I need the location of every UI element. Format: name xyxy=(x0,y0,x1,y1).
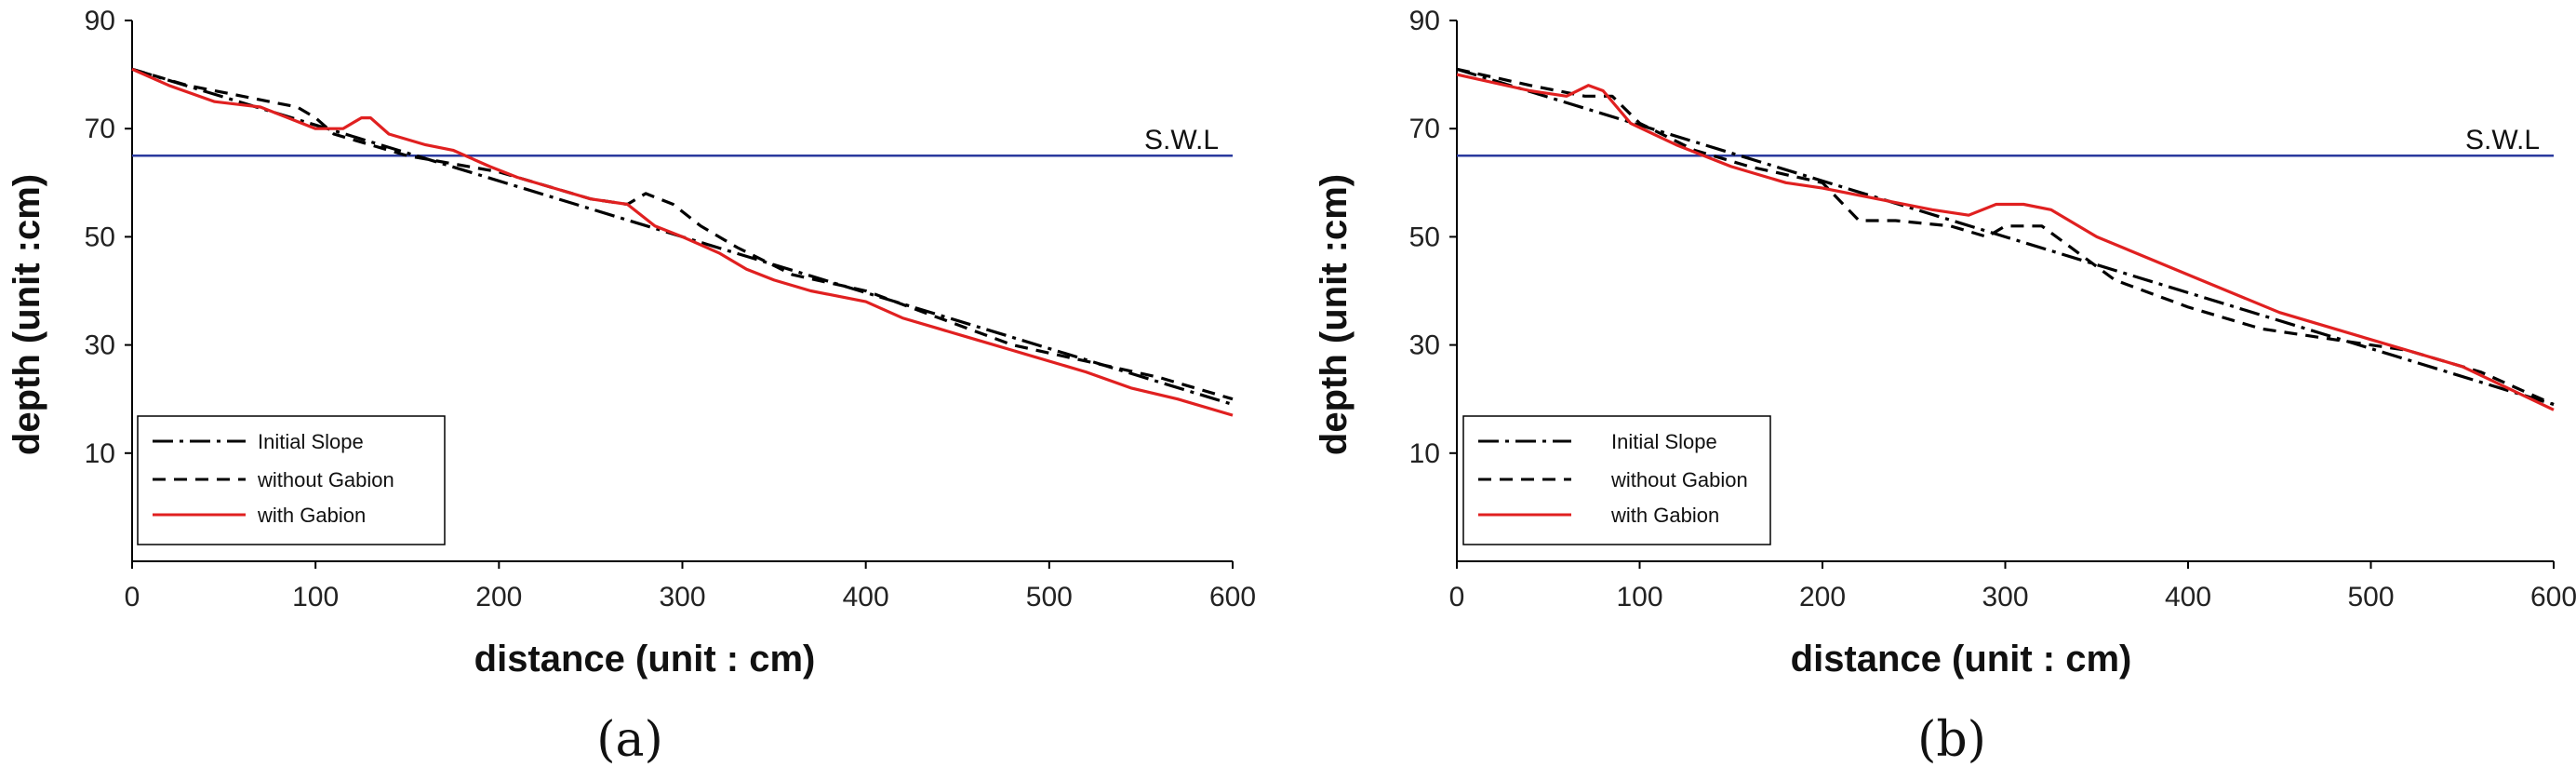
legend-item: without Gabion xyxy=(257,468,394,491)
y-tick-label: 50 xyxy=(1409,222,1440,252)
x-tick-label: 500 xyxy=(1026,582,1073,612)
x-tick-label: 100 xyxy=(292,582,339,612)
x-axis-label: distance (unit : cm) xyxy=(1791,639,2132,680)
legend-box xyxy=(1462,415,1771,545)
legend-item: with Gabion xyxy=(257,504,366,527)
legend-item: with Gabion xyxy=(1610,504,1719,527)
y-tick-label: 70 xyxy=(1409,114,1440,144)
y-tick-label: 90 xyxy=(1409,6,1440,36)
y-tick-label: 30 xyxy=(85,330,115,361)
y-tick-label: 90 xyxy=(85,6,115,36)
y-tick-label: 10 xyxy=(1409,438,1440,469)
swl-label: S.W.L xyxy=(1144,125,1219,155)
legend-box xyxy=(137,415,446,545)
x-tick-label: 200 xyxy=(475,582,522,612)
panel-label: (a) xyxy=(596,712,663,767)
x-tick-label: 500 xyxy=(2347,582,2394,612)
x-tick-label: 200 xyxy=(1799,582,1846,612)
y-tick-label: 50 xyxy=(85,222,115,252)
swl-label: S.W.L xyxy=(2465,125,2540,155)
legend-item: Initial Slope xyxy=(258,430,364,453)
x-tick-label: 400 xyxy=(2165,582,2211,612)
x-tick-label: 400 xyxy=(843,582,889,612)
y-axis-label: depth (unit :cm) xyxy=(1314,174,1355,455)
x-tick-label: 600 xyxy=(1209,582,1256,612)
y-tick-label: 70 xyxy=(85,114,115,144)
series-line-with-gabion xyxy=(1456,73,2555,411)
x-axis-label: distance (unit : cm) xyxy=(474,639,816,680)
legend-item: Initial Slope xyxy=(1611,430,1717,453)
series-line-without-gabion xyxy=(1456,67,2555,406)
legend: Initial Slope without Gabion with Gabion xyxy=(137,415,446,545)
x-tick-label: 300 xyxy=(659,582,705,612)
chart-panel-b: depth (unit :cm) distance (unit : cm) (b… xyxy=(1314,6,2576,767)
y-axis-label: depth (unit :cm) xyxy=(7,174,47,455)
x-tick-label: 600 xyxy=(2530,582,2576,612)
series-line-initial-slope xyxy=(1456,67,2555,407)
legend: Initial Slope without Gabion with Gabion xyxy=(1462,415,1771,545)
legend-item: without Gabion xyxy=(1610,468,1748,491)
x-tick-label: 100 xyxy=(1616,582,1662,612)
y-tick-label: 10 xyxy=(85,438,115,469)
y-tick-label: 30 xyxy=(1409,330,1440,361)
panel-label: (b) xyxy=(1917,712,1986,767)
x-tick-label: 0 xyxy=(125,582,140,612)
chart-panel-a: depth (unit :cm) distance (unit : cm) (a… xyxy=(7,6,1256,767)
x-tick-label: 300 xyxy=(1982,582,2028,612)
series-line-with-gabion xyxy=(131,67,1234,417)
series-line-without-gabion xyxy=(131,67,1234,401)
x-tick-label: 0 xyxy=(1449,582,1465,612)
